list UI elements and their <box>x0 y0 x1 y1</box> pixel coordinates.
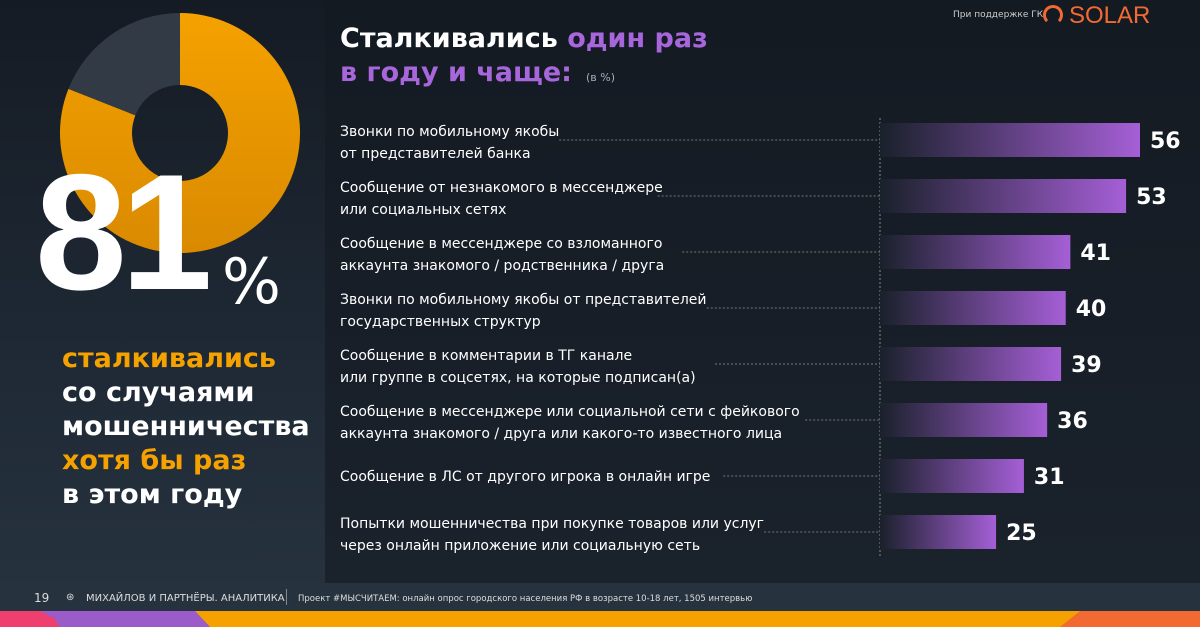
bar <box>880 179 1127 213</box>
solar-ring-icon <box>1043 5 1063 25</box>
category-label: аккаунта знакомого / друга или какого-то… <box>340 426 782 442</box>
category-label: Звонки по мобильному якобы от представит… <box>340 292 707 308</box>
category-label: Сообщение в мессенджере или социальной с… <box>340 404 800 420</box>
category-label: или группе в соцсетях, на которые подпис… <box>340 370 696 386</box>
bar-value-label: 56 <box>1150 129 1181 154</box>
brand-icon: ⊛ <box>66 592 75 603</box>
category-label: Сообщение от незнакомого в мессенджере <box>340 180 663 196</box>
solar-logo: SOLAR <box>1043 2 1150 30</box>
bar <box>880 123 1140 157</box>
summary-caption: сталкивались со случаями мошенничества хотя… <box>62 342 310 512</box>
donut-slice-rest <box>68 13 180 116</box>
bar <box>880 459 1024 493</box>
category-label: Сообщение в ЛС от другого игрока в онлай… <box>340 469 710 485</box>
category-label: Звонки по мобильному якобы <box>340 124 559 140</box>
summary-value: 81 <box>35 140 213 324</box>
sponsor-text: При поддержке ГК <box>953 10 1044 20</box>
bar-value-label: 40 <box>1076 297 1107 322</box>
category-label: государственных структур <box>340 314 541 330</box>
bar-value-label: 39 <box>1071 353 1102 378</box>
bar-chart: 56 Звонки по мобильному якобы от представи… <box>340 118 1181 556</box>
bar <box>880 291 1066 325</box>
bar-value-label: 41 <box>1080 241 1111 266</box>
footer-note: Проект #МЫСЧИТАЕМ: онлайн опрос городско… <box>298 594 753 604</box>
category-label: Сообщение в комментарии в ТГ канале <box>340 348 632 364</box>
bar-value-label: 25 <box>1006 521 1037 546</box>
bar-value-label: 36 <box>1057 409 1088 434</box>
footer-divider <box>286 589 287 605</box>
summary-percent: % <box>222 245 281 318</box>
bar-value-label: 53 <box>1136 185 1167 210</box>
bar <box>880 235 1071 269</box>
bar <box>880 515 997 549</box>
caption-line: со случаями <box>62 377 255 408</box>
bar-value-label: 31 <box>1034 465 1065 490</box>
caption-line: мошенничества <box>62 411 310 442</box>
page-number: 19 <box>34 591 50 605</box>
caption-line: хотя бы раз <box>62 445 247 476</box>
bar <box>880 403 1048 437</box>
donut-chart <box>60 13 301 253</box>
decor-stripe <box>0 611 1200 627</box>
category-label: от представителей банка <box>340 146 531 162</box>
category-label: через онлайн приложение или социальную с… <box>340 538 700 554</box>
category-label: или социальных сетях <box>340 202 506 218</box>
caption-line: сталкивались <box>62 343 276 374</box>
category-label: Попытки мошенничества при покупке товаро… <box>340 516 764 532</box>
category-label: аккаунта знакомого / родственника / друг… <box>340 258 664 274</box>
unit-label: (в %) <box>585 71 615 84</box>
chart-title: Сталкивались один раз в году и чаще: (в %… <box>340 23 708 88</box>
category-label: Сообщение в мессенджере со взломанного <box>340 236 662 252</box>
footer-brand: МИХАЙЛОВ И ПАРТНЁРЫ. АНАЛИТИКА <box>86 593 285 604</box>
donut-slice-main <box>60 13 301 253</box>
caption-line: в этом году <box>62 479 243 510</box>
footer: 19 ⊛ МИХАЙЛОВ И ПАРТНЁРЫ. АНАЛИТИКА Прое… <box>0 583 1200 611</box>
bar <box>880 347 1062 381</box>
